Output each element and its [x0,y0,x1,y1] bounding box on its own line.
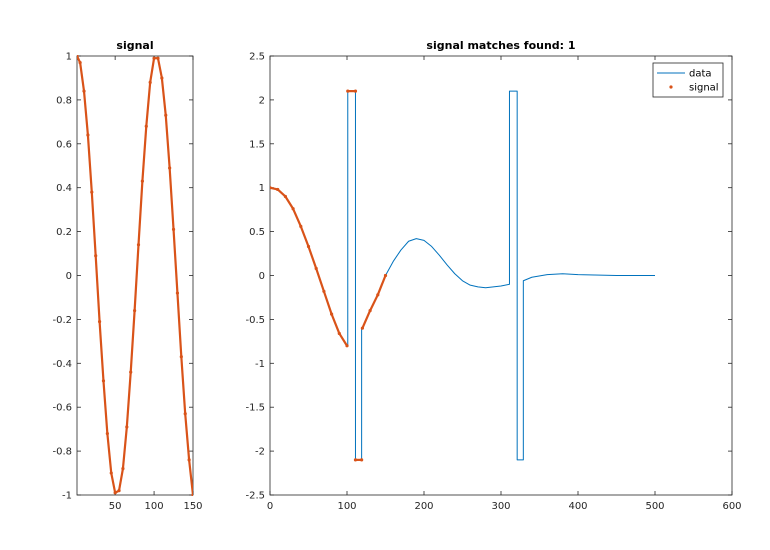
legend-box [652,62,724,98]
x-tick-label: 100 [337,501,356,512]
chart-title: signal [116,39,153,52]
y-tick-label: 1.5 [249,139,265,150]
y-tick-label: 0.6 [56,139,72,150]
signal-series-line [361,275,387,329]
x-tick-label: 300 [491,501,510,512]
y-tick-label: -0.5 [245,315,265,326]
y-tick-label: -2.5 [245,491,265,502]
y-tick-label: 0.4 [56,183,72,194]
legend-label-signal: signal [689,83,719,94]
y-tick-label: -1 [255,359,265,370]
x-tick-label: 600 [722,501,741,512]
signal-point [109,471,113,475]
signal-point [360,458,364,462]
signal-point [187,458,191,462]
signal-point [94,254,98,258]
y-tick-label: 0.5 [249,227,265,238]
signal-point [179,355,183,359]
plot-area [77,55,193,496]
y-tick-label: 0 [259,271,265,282]
signal-point [117,489,121,493]
signal-point [164,113,168,117]
signal-point [148,80,152,84]
x-tick-label: 150 [183,501,202,512]
signal-axes: 50 100 150 -1 -0.8 -0.6 -0.4 -0.2 0 0.2 0.4 0.6 0.8 1… [52,39,202,512]
signal-point [86,133,90,137]
y-tick-label: -2 [255,447,265,458]
signal-point [140,179,144,183]
y-tick-label: 0.8 [56,95,72,106]
signal-point [376,293,380,297]
signal-point [299,224,303,228]
signal-point [337,331,341,336]
signal-point [306,244,311,249]
signal-point [322,289,326,293]
signal-point [175,291,180,295]
legend: data signal [652,62,724,98]
signal-point [82,89,86,93]
x-tick-label: 0 [267,501,273,512]
signal-point [283,194,287,199]
signal-point [270,186,272,190]
axes-frame [269,55,733,496]
signal-point [160,76,164,80]
x-tick-label: 500 [645,501,664,512]
y-tick-label: -0.2 [52,315,72,326]
signal-point [152,56,156,60]
y-tick-label: -0.4 [52,359,72,370]
signal-point [314,266,318,271]
signal-point [136,243,141,247]
x-tick-label: 200 [414,501,433,512]
signal-point [291,207,295,211]
signal-point [330,312,334,316]
signal-point [113,491,117,495]
signal-point [77,55,79,58]
signal-point [133,309,137,313]
x-tick-label: 100 [145,501,164,512]
signal-point [101,379,106,383]
signal-point [353,89,358,93]
signal-point [125,425,129,429]
signal-point [97,319,102,324]
signal-point [121,467,125,471]
signal-point [346,89,350,93]
y-tick-label: 1 [259,183,265,194]
signal-point [353,458,358,462]
signal-point [276,187,280,192]
signal-point [171,227,176,232]
chart-title: signal matches found: 1 [426,39,575,52]
y-tick-label: 2.5 [249,52,265,63]
signal-point [90,190,94,194]
signal-point [78,60,82,65]
y-tick-label: -1 [62,491,72,502]
signal-point [191,493,193,496]
signal-point [368,309,372,313]
y-tick-label: -0.6 [52,403,72,414]
y-tick-label: 2 [259,95,265,106]
y-tick-label: 0.2 [56,227,72,238]
signal-point [345,344,349,348]
legend-marker-signal [669,85,673,89]
signal-point [168,166,172,170]
y-tick-label: -0.8 [52,447,72,458]
signal-point [105,431,109,436]
signal-point [383,273,388,278]
x-tick-label: 400 [568,501,587,512]
legend-label-data: data [689,69,712,80]
y-tick-label: -1.5 [245,403,265,414]
x-tick-label: 50 [109,501,122,512]
matches-axes: 0 100 200 300 400 500 600 -2.5 -2 -1.5 -1 -0.5 0 0.5 1… [245,39,741,512]
y-tick-label: 0 [66,271,72,282]
signal-point [129,370,133,374]
y-tick-label: 1 [66,52,72,63]
signal-point [156,56,160,60]
signal-point [144,124,148,128]
signal-point [183,412,187,416]
signal-point [360,326,364,330]
plot-area [270,89,655,462]
